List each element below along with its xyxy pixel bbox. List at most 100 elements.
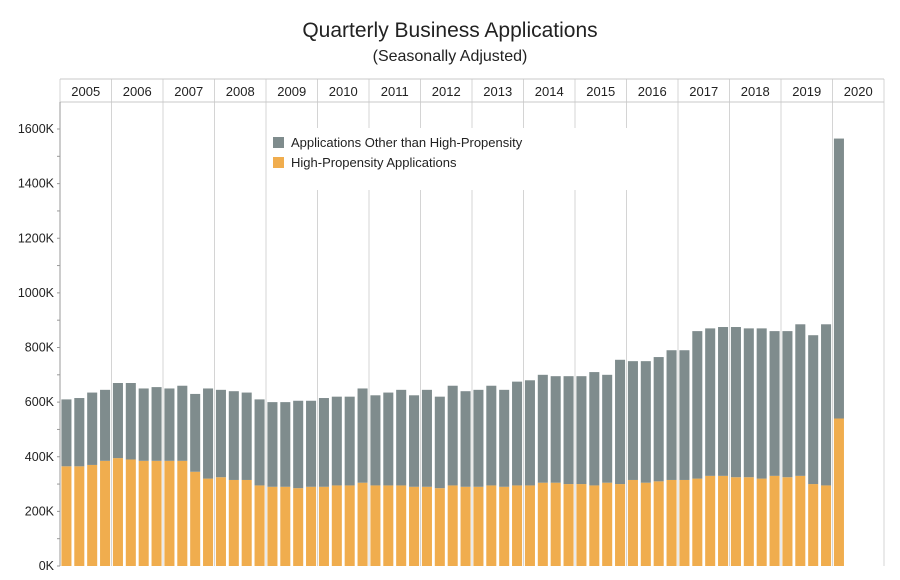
legend-swatch-high-propensity bbox=[273, 157, 284, 168]
bar-high-propensity bbox=[718, 475, 729, 566]
bar-other-applications bbox=[460, 391, 471, 487]
year-label: 2008 bbox=[226, 84, 255, 99]
bar-other-applications bbox=[782, 331, 793, 478]
bar-other-applications bbox=[138, 388, 149, 461]
bar-high-propensity bbox=[473, 486, 484, 566]
bar-high-propensity bbox=[409, 486, 420, 566]
bar-other-applications bbox=[306, 400, 317, 487]
bar-other-applications bbox=[125, 383, 136, 460]
year-label: 2018 bbox=[741, 84, 770, 99]
bar-high-propensity bbox=[164, 460, 175, 566]
bar-other-applications bbox=[473, 389, 484, 487]
bar-high-propensity bbox=[344, 485, 355, 566]
bar-high-propensity bbox=[576, 484, 587, 566]
bar-high-propensity bbox=[203, 478, 214, 566]
bar-high-propensity bbox=[499, 486, 510, 566]
bar-other-applications bbox=[486, 385, 497, 486]
y-tick-label: 0K bbox=[39, 559, 55, 573]
bar-other-applications bbox=[563, 376, 574, 485]
bar-other-applications bbox=[808, 335, 819, 485]
chart-title: Quarterly Business Applications bbox=[302, 19, 598, 42]
bar-high-propensity bbox=[550, 482, 561, 566]
bar-high-propensity bbox=[87, 464, 98, 566]
bar-other-applications bbox=[344, 396, 355, 486]
bar-other-applications bbox=[615, 359, 626, 485]
bar-other-applications bbox=[447, 385, 458, 486]
year-label: 2019 bbox=[792, 84, 821, 99]
bar-high-propensity bbox=[370, 485, 381, 566]
bar-high-propensity bbox=[833, 418, 844, 566]
bar-other-applications bbox=[396, 389, 407, 486]
bar-high-propensity bbox=[808, 484, 819, 566]
bar-other-applications bbox=[293, 400, 304, 489]
bar-high-propensity bbox=[705, 475, 716, 566]
bar-other-applications bbox=[190, 393, 201, 472]
year-label: 2017 bbox=[689, 84, 718, 99]
year-label: 2006 bbox=[123, 84, 152, 99]
bar-other-applications bbox=[254, 399, 265, 486]
bar-other-applications bbox=[267, 402, 278, 487]
bar-other-applications bbox=[833, 138, 844, 419]
bar-high-propensity bbox=[112, 458, 123, 566]
bar-high-propensity bbox=[215, 477, 226, 566]
y-tick-label: 1600K bbox=[18, 122, 55, 136]
bar-high-propensity bbox=[769, 475, 780, 566]
bar-other-applications bbox=[112, 383, 123, 459]
bar-layer bbox=[61, 138, 844, 566]
bar-high-propensity bbox=[486, 485, 497, 566]
year-label: 2015 bbox=[586, 84, 615, 99]
bar-other-applications bbox=[692, 331, 703, 479]
bar-high-propensity bbox=[357, 482, 368, 566]
bar-high-propensity bbox=[795, 475, 806, 566]
bar-high-propensity bbox=[331, 485, 342, 566]
bar-other-applications bbox=[228, 391, 239, 480]
bar-high-propensity bbox=[241, 479, 252, 566]
bar-other-applications bbox=[61, 399, 72, 467]
axis-layer: 0K 200K 400K 600K 800K 1000K 1200K 1400K 1600K 20… bbox=[18, 84, 873, 573]
y-tick-label: 1400K bbox=[18, 177, 55, 191]
bar-high-propensity bbox=[306, 486, 317, 566]
bar-high-propensity bbox=[640, 482, 651, 566]
bar-other-applications bbox=[705, 328, 716, 476]
bar-other-applications bbox=[74, 398, 85, 467]
bar-other-applications bbox=[524, 380, 535, 486]
bar-other-applications bbox=[177, 385, 188, 461]
bar-other-applications bbox=[537, 374, 548, 483]
bar-high-propensity bbox=[512, 485, 523, 566]
bar-other-applications bbox=[640, 361, 651, 483]
bar-high-propensity bbox=[589, 485, 600, 566]
y-tick-label: 1000K bbox=[18, 286, 55, 300]
bar-high-propensity bbox=[460, 486, 471, 566]
bar-other-applications bbox=[589, 372, 600, 486]
year-label: 2007 bbox=[174, 84, 203, 99]
chart-subtitle: (Seasonally Adjusted) bbox=[372, 48, 528, 65]
bar-high-propensity bbox=[537, 482, 548, 566]
y-tick-label: 800K bbox=[25, 341, 55, 355]
bar-other-applications bbox=[370, 395, 381, 486]
bar-high-propensity bbox=[730, 477, 741, 566]
bar-high-propensity bbox=[421, 486, 432, 566]
year-label: 2016 bbox=[638, 84, 667, 99]
bar-high-propensity bbox=[821, 485, 832, 566]
bar-other-applications bbox=[769, 331, 780, 476]
bar-high-propensity bbox=[396, 485, 407, 566]
bar-high-propensity bbox=[615, 484, 626, 566]
bar-other-applications bbox=[318, 398, 329, 487]
bar-high-propensity bbox=[293, 488, 304, 566]
y-tick-label: 200K bbox=[25, 504, 55, 518]
bar-high-propensity bbox=[692, 478, 703, 566]
legend: Applications Other than High-Propensity … bbox=[268, 128, 628, 190]
bar-high-propensity bbox=[602, 482, 613, 566]
bar-other-applications bbox=[215, 389, 226, 478]
bar-high-propensity bbox=[782, 477, 793, 566]
bar-other-applications bbox=[434, 396, 445, 489]
bar-high-propensity bbox=[74, 466, 85, 566]
bar-high-propensity bbox=[228, 479, 239, 566]
year-label: 2013 bbox=[483, 84, 512, 99]
legend-swatch-other bbox=[273, 137, 284, 148]
bar-high-propensity bbox=[743, 477, 754, 566]
bar-high-propensity bbox=[280, 486, 291, 566]
year-label: 2011 bbox=[381, 84, 409, 99]
year-label: 2020 bbox=[844, 84, 873, 99]
